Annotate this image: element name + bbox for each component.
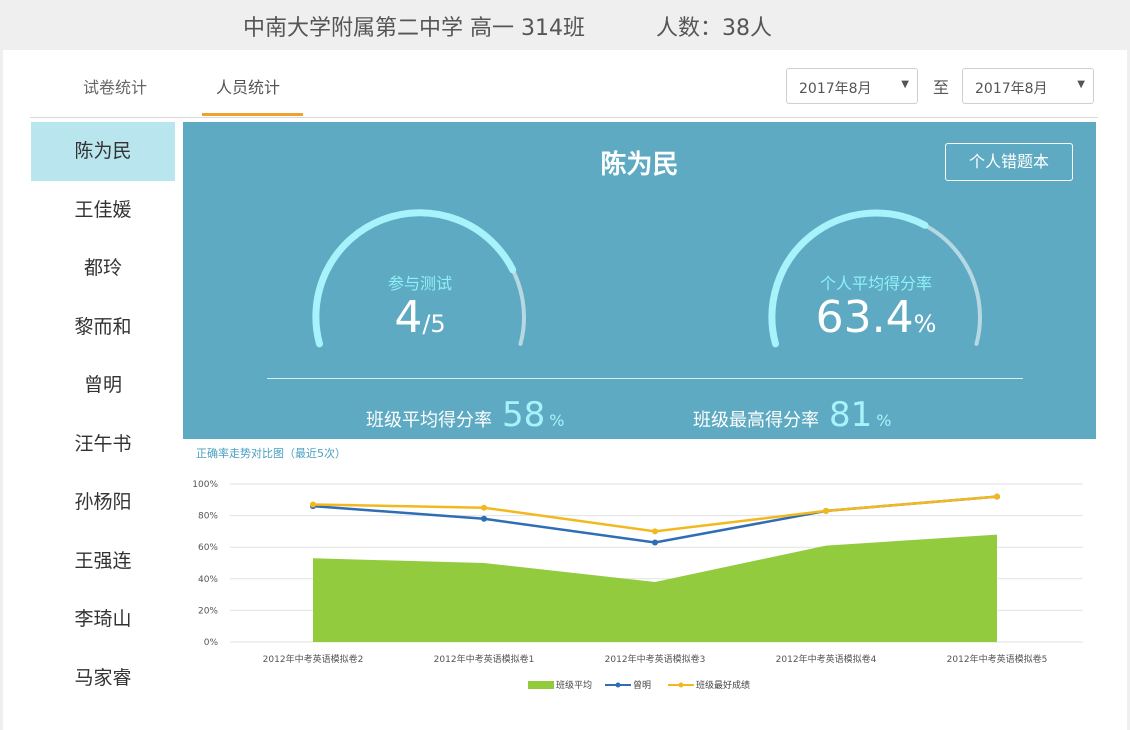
test-participation-gauge	[312, 209, 526, 348]
average-score-unit: %	[913, 310, 937, 338]
data-point	[994, 493, 1000, 500]
student-item[interactable]: 王强连	[74, 549, 132, 572]
gauge-title: 参与测试	[387, 274, 452, 293]
student-item[interactable]: 马家睿	[74, 666, 132, 689]
y-tick-label: 80%	[198, 512, 218, 522]
active-tab-indicator	[202, 113, 303, 116]
student-count: 人数：38人	[656, 16, 772, 41]
average-score-value: 63.4	[815, 292, 914, 343]
y-tick-label: 100%	[192, 480, 218, 490]
data-point	[310, 501, 316, 508]
class-average-stat: 班级平均得分率 58%	[366, 395, 564, 435]
tab-person-stats[interactable]: 人员统计	[216, 78, 281, 97]
student-summary-panel: 陈为民 个人错题本 参与测试 4/5 个人平均得分率 63.4% 班级平均得分率…	[183, 122, 1096, 439]
tests-total-value: /5	[422, 310, 446, 338]
legend-swatch	[528, 681, 554, 689]
class-max-label: 班级最高得分率	[693, 410, 819, 431]
legend-marker	[615, 682, 621, 688]
student-item[interactable]: 汪午书	[74, 432, 132, 455]
data-point	[481, 504, 487, 511]
legend-label: 班级平均	[556, 679, 592, 691]
student-name-heading: 陈为民	[600, 150, 679, 180]
dropdown-arrow-icon: ▼	[1077, 79, 1085, 90]
panel-divider	[267, 378, 1023, 379]
gauge-value: 4/5	[310, 292, 530, 343]
class-title: 中南大学附属第二中学 高一 314班	[243, 16, 585, 41]
y-tick-label: 0%	[204, 638, 219, 648]
x-tick-label: 2012年中考英语模拟卷1	[434, 653, 535, 665]
class-max-value: 81	[829, 395, 873, 435]
gauge-fill	[312, 209, 517, 348]
gauge-value: 63.4%	[766, 292, 986, 343]
data-point	[652, 539, 658, 546]
x-tick-label: 2012年中考英语模拟卷2	[263, 653, 364, 665]
student-item[interactable]: 都玲	[83, 257, 122, 279]
legend-label: 班级最好成绩	[696, 679, 750, 691]
dropdown-arrow-icon: ▼	[901, 79, 909, 90]
class-average-value: 58	[502, 395, 546, 435]
x-tick-label: 2012年中考英语模拟卷4	[776, 653, 877, 665]
accuracy-trend-chart: 0% 20% 40% 60% 80% 100% 2012年中考英语模拟卷2 2012年中考英语…	[192, 480, 1083, 691]
date-from-select[interactable]: 2017年8月 ▼	[786, 68, 918, 104]
x-tick-label: 2012年中考英语模拟卷5	[947, 653, 1048, 665]
student-item[interactable]: 曾明	[83, 374, 122, 396]
student-item[interactable]: 李琦山	[74, 608, 132, 630]
student-item[interactable]: 孙杨阳	[74, 491, 132, 513]
date-from-value: 2017年8月	[799, 81, 872, 97]
date-to-value: 2017年8月	[975, 81, 1048, 97]
student-list: 陈为民 王佳媛 都玲 黎而和 曾明 汪午书 孙杨阳 王强连 李琦山 马家睿	[31, 122, 175, 707]
class-max-unit: %	[876, 411, 892, 430]
header-bar: 中南大学附属第二中学 高一 314班 人数：38人	[0, 0, 1130, 50]
y-tick-label: 20%	[198, 606, 218, 616]
x-tick-label: 2012年中考英语模拟卷3	[605, 653, 706, 665]
series-area-class-average	[313, 534, 997, 642]
class-average-unit: %	[549, 411, 565, 430]
gauge-title: 个人平均得分率	[819, 274, 932, 293]
tab-bar: 试卷统计 人员统计	[30, 60, 1098, 118]
error-book-button[interactable]: 个人错题本	[945, 143, 1073, 181]
student-item[interactable]: 陈为民	[31, 122, 175, 181]
data-point	[823, 507, 829, 514]
legend-label: 曾明	[633, 679, 651, 691]
data-point	[481, 515, 487, 522]
gauge-fill	[768, 209, 929, 348]
series-line	[312, 495, 998, 544]
frame-border-right	[1127, 50, 1130, 730]
date-range-separator: 至	[933, 78, 950, 97]
class-max-stat: 班级最高得分率 81%	[693, 395, 891, 435]
y-tick-label: 60%	[198, 543, 218, 553]
date-to-select[interactable]: 2017年8月 ▼	[962, 68, 1094, 104]
tests-taken-value: 4	[394, 292, 423, 343]
average-score-gauge	[768, 209, 982, 348]
y-tick-label: 40%	[198, 575, 218, 585]
frame-border-left	[0, 50, 3, 730]
class-average-label: 班级平均得分率	[366, 410, 492, 431]
legend-marker	[678, 682, 684, 688]
student-item[interactable]: 黎而和	[74, 315, 132, 338]
student-item[interactable]: 王佳媛	[74, 198, 132, 221]
chart-title: 正确率走势对比图（最近5次）	[196, 447, 346, 460]
data-point	[652, 528, 658, 535]
tab-paper-stats[interactable]: 试卷统计	[83, 78, 148, 97]
